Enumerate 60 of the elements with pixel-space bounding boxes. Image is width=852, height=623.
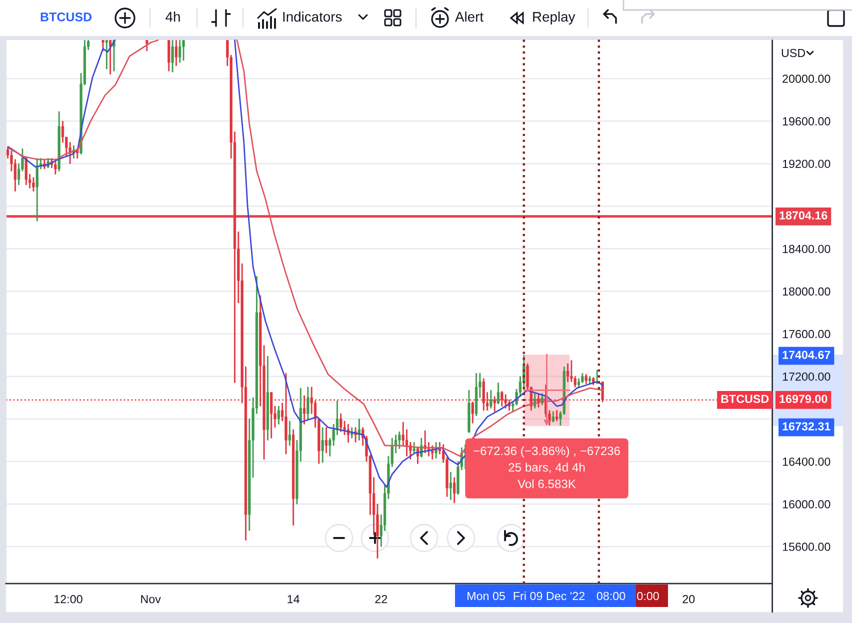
x-tick-label: Nov (141, 595, 161, 604)
x-tick-label: 12:00 (54, 595, 82, 604)
x-tick-label: 22 (375, 595, 388, 604)
candlestick (566, 363, 570, 382)
candlestick (266, 356, 269, 440)
y-tick-label: 17200.00 (782, 372, 830, 381)
y-axis-title: USD (782, 48, 806, 58)
y-tick-label: 16000.00 (782, 500, 830, 508)
text: Alert (455, 12, 484, 22)
y-tick-label: 19200.00 (782, 160, 830, 168)
candlestick (324, 427, 328, 454)
candlestick (482, 378, 485, 411)
candlestick (552, 411, 554, 422)
y-tick-label: 17600.00 (782, 330, 830, 338)
candlestick (306, 386, 310, 420)
candlestick (500, 391, 504, 406)
candlestick (588, 376, 592, 384)
candlestick (471, 402, 474, 424)
y-tick-label: 18400.00 (782, 244, 830, 254)
candlestick (490, 390, 492, 409)
candlestick (556, 410, 558, 422)
candlestick (340, 413, 342, 432)
y-tick-label: 16400.00 (782, 458, 830, 466)
y-tick-label: 18000.00 (782, 287, 830, 296)
candlestick (292, 429, 295, 526)
candlestick (581, 372, 584, 383)
candlestick (321, 427, 324, 463)
y2-tick-label: 16732.31 (782, 422, 830, 430)
chart-subtitle: 4h (166, 12, 180, 22)
candlestick (270, 392, 273, 438)
text: 0:00 (637, 592, 659, 600)
annotation: BTCUSD (721, 394, 769, 404)
candlestick (474, 372, 478, 416)
x-tick-label: 20 (682, 595, 695, 604)
ref-line-label: 16979.00 (780, 394, 828, 404)
candlestick (284, 372, 288, 454)
x-tick-label: 14 (288, 595, 300, 604)
text: Replay (533, 12, 576, 24)
candlestick (277, 406, 280, 424)
candlestick (302, 395, 306, 424)
y-tick-label: 19600.00 (782, 117, 830, 126)
annotation: −672.36 (−3.86%) , −67236 25 bars, 4d 4h Vol 6.583K (474, 446, 620, 488)
candlestick (493, 396, 496, 412)
text: 08:00 (596, 592, 626, 600)
y2-tick-label: 17404.67 (782, 350, 830, 359)
text: Mon 05 (468, 592, 505, 600)
candlestick (496, 382, 500, 404)
candlestick (288, 420, 291, 446)
candlestick (584, 374, 588, 384)
y-tick-label: 20000.00 (782, 74, 830, 83)
candlestick (468, 390, 470, 433)
ref-line-label: 18704.16 (780, 211, 828, 220)
text: Fri 09 Dec '22 (514, 592, 585, 600)
candlestick (358, 418, 360, 440)
y-tick-label: 15600.00 (782, 542, 830, 551)
candlestick (548, 410, 551, 426)
text: Indicators (283, 12, 342, 22)
candlestick (449, 472, 452, 500)
chart-title: BTCUSD (40, 12, 92, 22)
candlestick (453, 477, 456, 504)
